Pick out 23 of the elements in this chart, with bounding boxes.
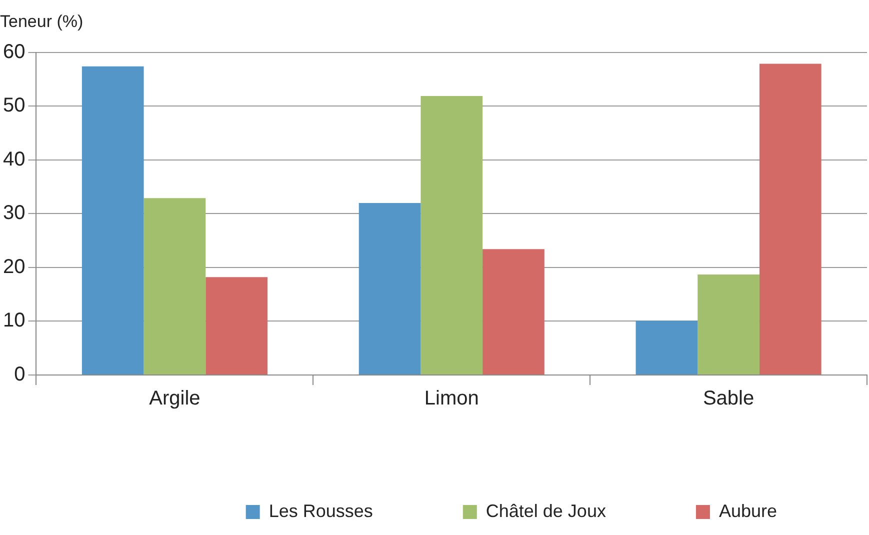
y-tick-label: 60 bbox=[2, 40, 26, 63]
y-tick-label: 30 bbox=[2, 202, 26, 224]
y-tick-label: 50 bbox=[2, 94, 26, 117]
bar bbox=[144, 198, 206, 374]
y-tick-label: 0 bbox=[14, 364, 26, 386]
bar bbox=[358, 202, 421, 374]
y-axis-title: Teneur (%) bbox=[0, 12, 84, 31]
bar bbox=[636, 320, 698, 374]
x-tick-label: Argile bbox=[149, 388, 200, 410]
x-tick-label: Limon bbox=[424, 388, 479, 410]
y-tick-label: 20 bbox=[2, 256, 26, 278]
bar bbox=[82, 66, 144, 374]
bar bbox=[206, 277, 268, 374]
legend-label: Châtel de Joux bbox=[486, 500, 606, 521]
legend-label: Les Rousses bbox=[268, 500, 373, 521]
bar bbox=[759, 64, 822, 374]
y-tick-label: 40 bbox=[2, 148, 26, 170]
y-tick-label: 10 bbox=[2, 310, 26, 332]
bar bbox=[482, 249, 544, 374]
bar bbox=[420, 96, 483, 374]
bar bbox=[698, 274, 760, 374]
legend-label: Aubure bbox=[718, 500, 778, 521]
x-tick-label: Sable bbox=[702, 388, 754, 410]
